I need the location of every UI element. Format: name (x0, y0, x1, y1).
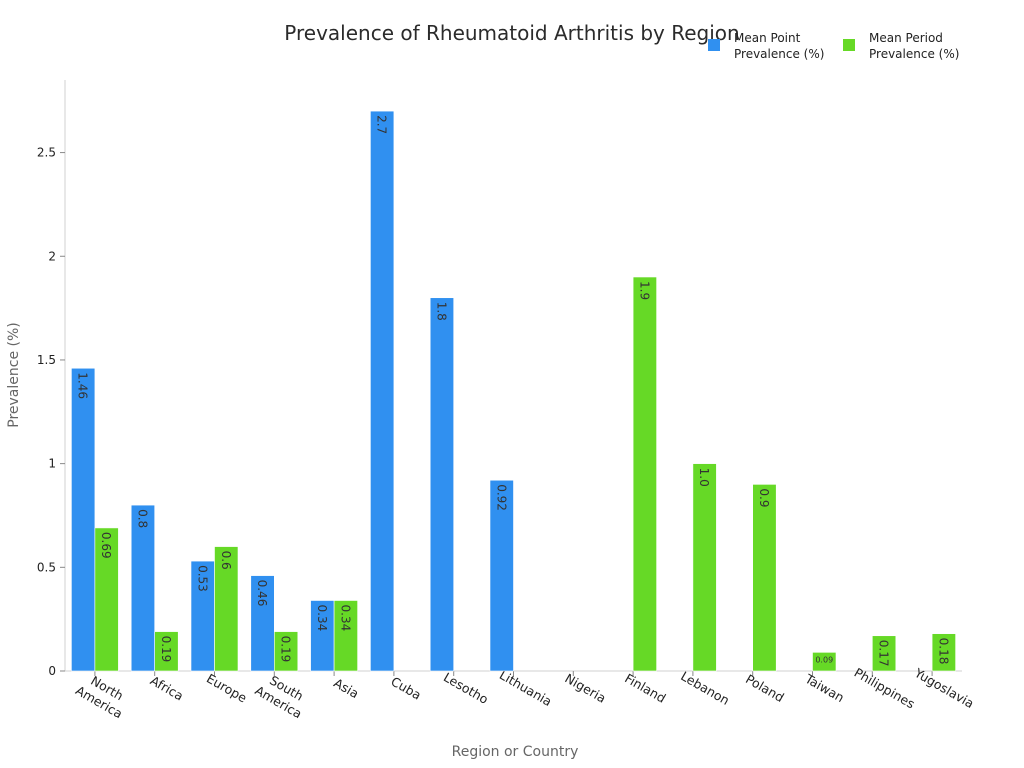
bar-data-label: 1.46 (76, 372, 90, 399)
y-tick-label: 1.5 (37, 353, 56, 367)
bar-series-2 (692, 463, 717, 672)
x-tick-label-line: Europe (204, 671, 250, 706)
bar-series-2 (94, 527, 119, 672)
bar-data-label: 0.18 (936, 638, 950, 665)
bar-series-2 (752, 484, 777, 672)
bar-data-label: 2.7 (375, 115, 389, 134)
bar-data-label: 0.92 (494, 484, 508, 511)
x-tick-label: Yugoslavia (911, 665, 976, 711)
bar-series-1 (429, 297, 455, 672)
bar-data-label: 0.17 (877, 640, 891, 667)
bar-data-label: 0.09 (815, 655, 833, 664)
bar-series-1 (250, 575, 275, 672)
x-tick-label: Europe (204, 671, 250, 706)
x-tick-label: NorthAmerica (73, 669, 133, 722)
bar-data-label: 0.6 (219, 551, 233, 570)
bar-series-1 (489, 479, 514, 672)
bar-series-2 (273, 631, 299, 672)
legend-label-line: Mean Period (869, 31, 943, 45)
x-tick-label: Cuba (388, 674, 423, 703)
x-tick-label-line: Nigeria (562, 670, 608, 705)
x-axis-title: Region or Country (452, 744, 579, 760)
legend-label-line: Prevalence (%) (869, 47, 959, 61)
x-tick-label-line: Lesotho (441, 669, 491, 707)
y-tick-label: 0.5 (37, 560, 56, 574)
x-tick-label: Nigeria (562, 670, 608, 705)
bar-data-label: 1.8 (434, 302, 448, 321)
legend-label-series-2: Mean Period Prevalence (%) (869, 31, 959, 61)
x-tick-label-line: Yugoslavia (911, 665, 976, 711)
x-tick-label: Africa (148, 673, 186, 704)
x-tick-label-line: Asia (331, 675, 361, 701)
bar-series-2 (812, 652, 837, 672)
x-tick-label: SouthAmerica (252, 669, 312, 722)
bar-series-2 (632, 276, 657, 672)
bar-data-label: 0.19 (159, 636, 173, 663)
y-tick-label: 0 (48, 664, 56, 678)
bar-data-label: 0.53 (195, 565, 209, 592)
bar-series-2 (214, 546, 239, 672)
legend: Mean Point Prevalence (%) Mean Period Preva… (708, 31, 959, 61)
x-tick-label-line: Poland (743, 671, 787, 705)
x-tick-label-line: Taiwan (802, 670, 847, 705)
y-axis-title: Prevalence (%) (6, 322, 22, 428)
y-tick-label: 1 (48, 457, 56, 471)
bar-series-2 (871, 635, 897, 672)
legend-label-line: Prevalence (%) (734, 47, 824, 61)
x-tick-label-line: Finland (622, 670, 668, 705)
bar-data-label: 0.9 (757, 488, 771, 507)
x-tick-label-line: Cuba (388, 674, 423, 703)
bar-series-2 (154, 631, 179, 672)
bar-data-label: 0.19 (279, 636, 293, 663)
x-tick-label-line: Philippines (852, 665, 918, 712)
bars-group: 1.46 0.8 0.53 0.46 0.34 2.7 1.8 0.92 0.69 0.19 0.6… (71, 110, 956, 672)
y-tick-label: 2 (48, 249, 56, 263)
legend-label-line: Mean Point (734, 31, 801, 45)
x-tick-label: Poland (743, 671, 787, 705)
x-tick-label: Asia (331, 675, 361, 701)
legend-label-series-1: Mean Point Prevalence (%) (734, 31, 824, 61)
bar-data-label: 1.9 (637, 281, 651, 300)
bar-series-2 (333, 600, 358, 672)
x-tick-label-line: Lebanon (678, 668, 732, 708)
x-tick-label: Lesotho (441, 669, 491, 707)
bar-series-1 (71, 367, 96, 672)
chart-title: Prevalence of Rheumatoid Arthritis by Re… (284, 21, 739, 45)
bar-series-2 (931, 633, 956, 672)
x-tick-label: Lebanon (678, 668, 732, 708)
bar-data-label: 0.46 (255, 580, 269, 607)
y-tick-label: 2.5 (37, 146, 56, 160)
bar-data-label: 0.34 (315, 604, 329, 631)
x-tick-label: Lithuania (497, 667, 555, 709)
legend-swatch-series-2 (843, 39, 855, 51)
bar-data-label: 0.34 (338, 604, 352, 631)
x-tick-label-line: Lithuania (497, 667, 555, 709)
bar-series-1 (130, 504, 155, 672)
x-tick-label-line: Africa (148, 673, 186, 704)
x-tick-label: Taiwan (802, 670, 847, 705)
x-tick-label: Philippines (852, 665, 918, 712)
x-tick-label: Finland (622, 670, 668, 705)
bar-data-label: 0.69 (99, 532, 113, 559)
bar-series-1 (370, 110, 395, 672)
legend-swatch-series-1 (708, 39, 720, 51)
bar-data-label: 0.8 (135, 509, 149, 528)
bar-data-label: 1.0 (697, 468, 711, 487)
